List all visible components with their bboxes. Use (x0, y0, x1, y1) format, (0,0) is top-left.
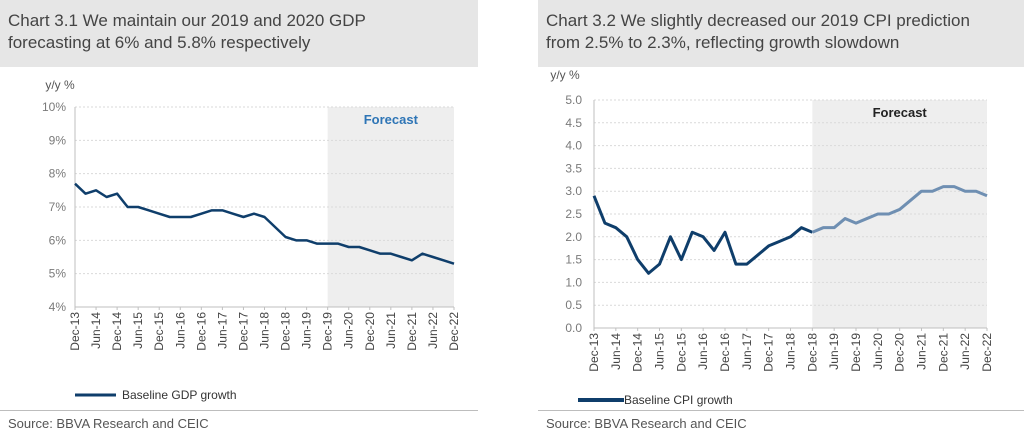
y-tick-label: 0.0 (565, 321, 582, 335)
x-tick-label: Dec-14 (631, 333, 645, 372)
x-tick-label: Dec-21 (936, 333, 950, 372)
y-tick-label: 2.0 (565, 230, 582, 244)
x-tick-label: Dec-13 (587, 333, 601, 372)
chart-title-line-2: forecasting at 6% and 5.8% respectively (8, 33, 311, 52)
y-tick-label: 5% (49, 267, 67, 281)
y-tick-label: 8% (49, 167, 67, 181)
y-tick-label: 5.0 (565, 93, 582, 107)
series-line-historical (592, 195, 813, 275)
x-tick-label: Dec-18 (805, 333, 819, 372)
x-tick-label: Jun-19 (300, 312, 314, 349)
x-tick-label: Dec-16 (194, 312, 208, 351)
x-tick-label: Jun-14 (609, 333, 623, 370)
source-note: Source: BBVA Research and CEIC (8, 416, 209, 431)
x-tick-label: Dec-22 (980, 333, 994, 372)
x-tick-label: Jun-21 (384, 312, 398, 349)
x-tick-label: Jun-18 (784, 333, 798, 370)
x-tick-label: Dec-14 (110, 312, 124, 351)
y-tick-label: 3.5 (565, 161, 582, 175)
x-tick-label: Dec-21 (405, 312, 419, 351)
x-tick-label: Jun-16 (173, 312, 187, 349)
y-tick-label: 7% (49, 200, 67, 214)
x-tick-label: Dec-16 (718, 333, 732, 372)
y-tick-label: 4.0 (565, 139, 582, 153)
chart-panel-gdp: Chart 3.1 We maintain our 2019 and 2020 … (0, 0, 478, 436)
chart-title: Chart 3.1 We maintain our 2019 and 2020 … (0, 0, 478, 67)
x-tick-label: Dec-20 (363, 312, 377, 351)
y-axis-label: y/y % (45, 78, 75, 92)
x-tick-label: Jun-16 (696, 333, 710, 370)
x-tick-label: Jun-20 (871, 333, 885, 370)
x-tick-label: Dec-20 (893, 333, 907, 372)
x-tick-label: Jun-21 (915, 333, 929, 370)
x-tick-label: Jun-22 (958, 333, 972, 370)
x-tick-label: Dec-17 (762, 333, 776, 372)
divider (0, 410, 478, 411)
x-tick-label: Dec-22 (447, 312, 461, 351)
x-tick-label: Jun-22 (426, 312, 440, 349)
x-tick-label: Dec-17 (236, 312, 250, 351)
source-note: Source: BBVA Research and CEIC (546, 416, 747, 431)
x-tick-label: Dec-15 (674, 333, 688, 372)
x-tick-label: Dec-19 (849, 333, 863, 372)
chart-panel-cpi: Chart 3.2 We slightly decreased our 2019… (538, 0, 1024, 436)
x-tick-label: Dec-18 (279, 312, 293, 351)
x-tick-label: Jun-14 (89, 312, 103, 349)
y-axis-label: y/y % (550, 68, 580, 82)
x-tick-label: Dec-13 (68, 312, 82, 351)
x-tick-label: Jun-15 (653, 333, 667, 370)
x-tick-label: Jun-17 (740, 333, 754, 370)
y-tick-label: 2.5 (565, 207, 582, 221)
x-tick-label: Jun-15 (131, 312, 145, 349)
y-tick-label: 3.0 (565, 184, 582, 198)
y-tick-label: 9% (49, 133, 67, 147)
forecast-label: Forecast (873, 105, 928, 120)
y-tick-label: 1.5 (565, 253, 582, 267)
x-tick-label: Jun-19 (827, 333, 841, 370)
y-tick-label: 0.5 (565, 298, 582, 312)
forecast-label: Forecast (364, 112, 419, 127)
y-tick-label: 10% (42, 100, 66, 114)
gdp-line-chart: 4% 5% 6% 7% 8% 9% 10% y/y % Dec-13 Jun-14 Dec-14 Ju… (42, 78, 461, 402)
x-tick-label: Dec-15 (152, 312, 166, 351)
chart-title-line-1: Chart 3.1 We maintain our 2019 and 2020 … (8, 11, 366, 30)
divider (538, 410, 1024, 411)
legend-label: Baseline GDP growth (122, 388, 237, 402)
chart-title: Chart 3.2 We slightly decreased our 2019… (538, 0, 1024, 67)
y-tick-label: 1.0 (565, 275, 582, 289)
x-tick-label: Jun-18 (258, 312, 272, 349)
chart-title-line-2: from 2.5% to 2.3%, reflecting growth slo… (546, 33, 900, 52)
x-tick-label: Jun-17 (215, 312, 229, 349)
legend-label: Baseline CPI growth (624, 393, 733, 407)
cpi-line-chart: 0.0 0.5 1.0 1.5 2.0 2.5 3.0 3.5 4.0 4.5 5.0 y/y % De… (550, 68, 994, 407)
y-tick-label: 4.5 (565, 116, 582, 130)
x-tick-label: Jun-20 (342, 312, 356, 349)
chart-title-line-1: Chart 3.2 We slightly decreased our 2019… (546, 11, 970, 30)
x-tick-label: Dec-19 (321, 312, 335, 351)
y-tick-label: 4% (49, 300, 67, 314)
y-tick-label: 6% (49, 233, 67, 247)
